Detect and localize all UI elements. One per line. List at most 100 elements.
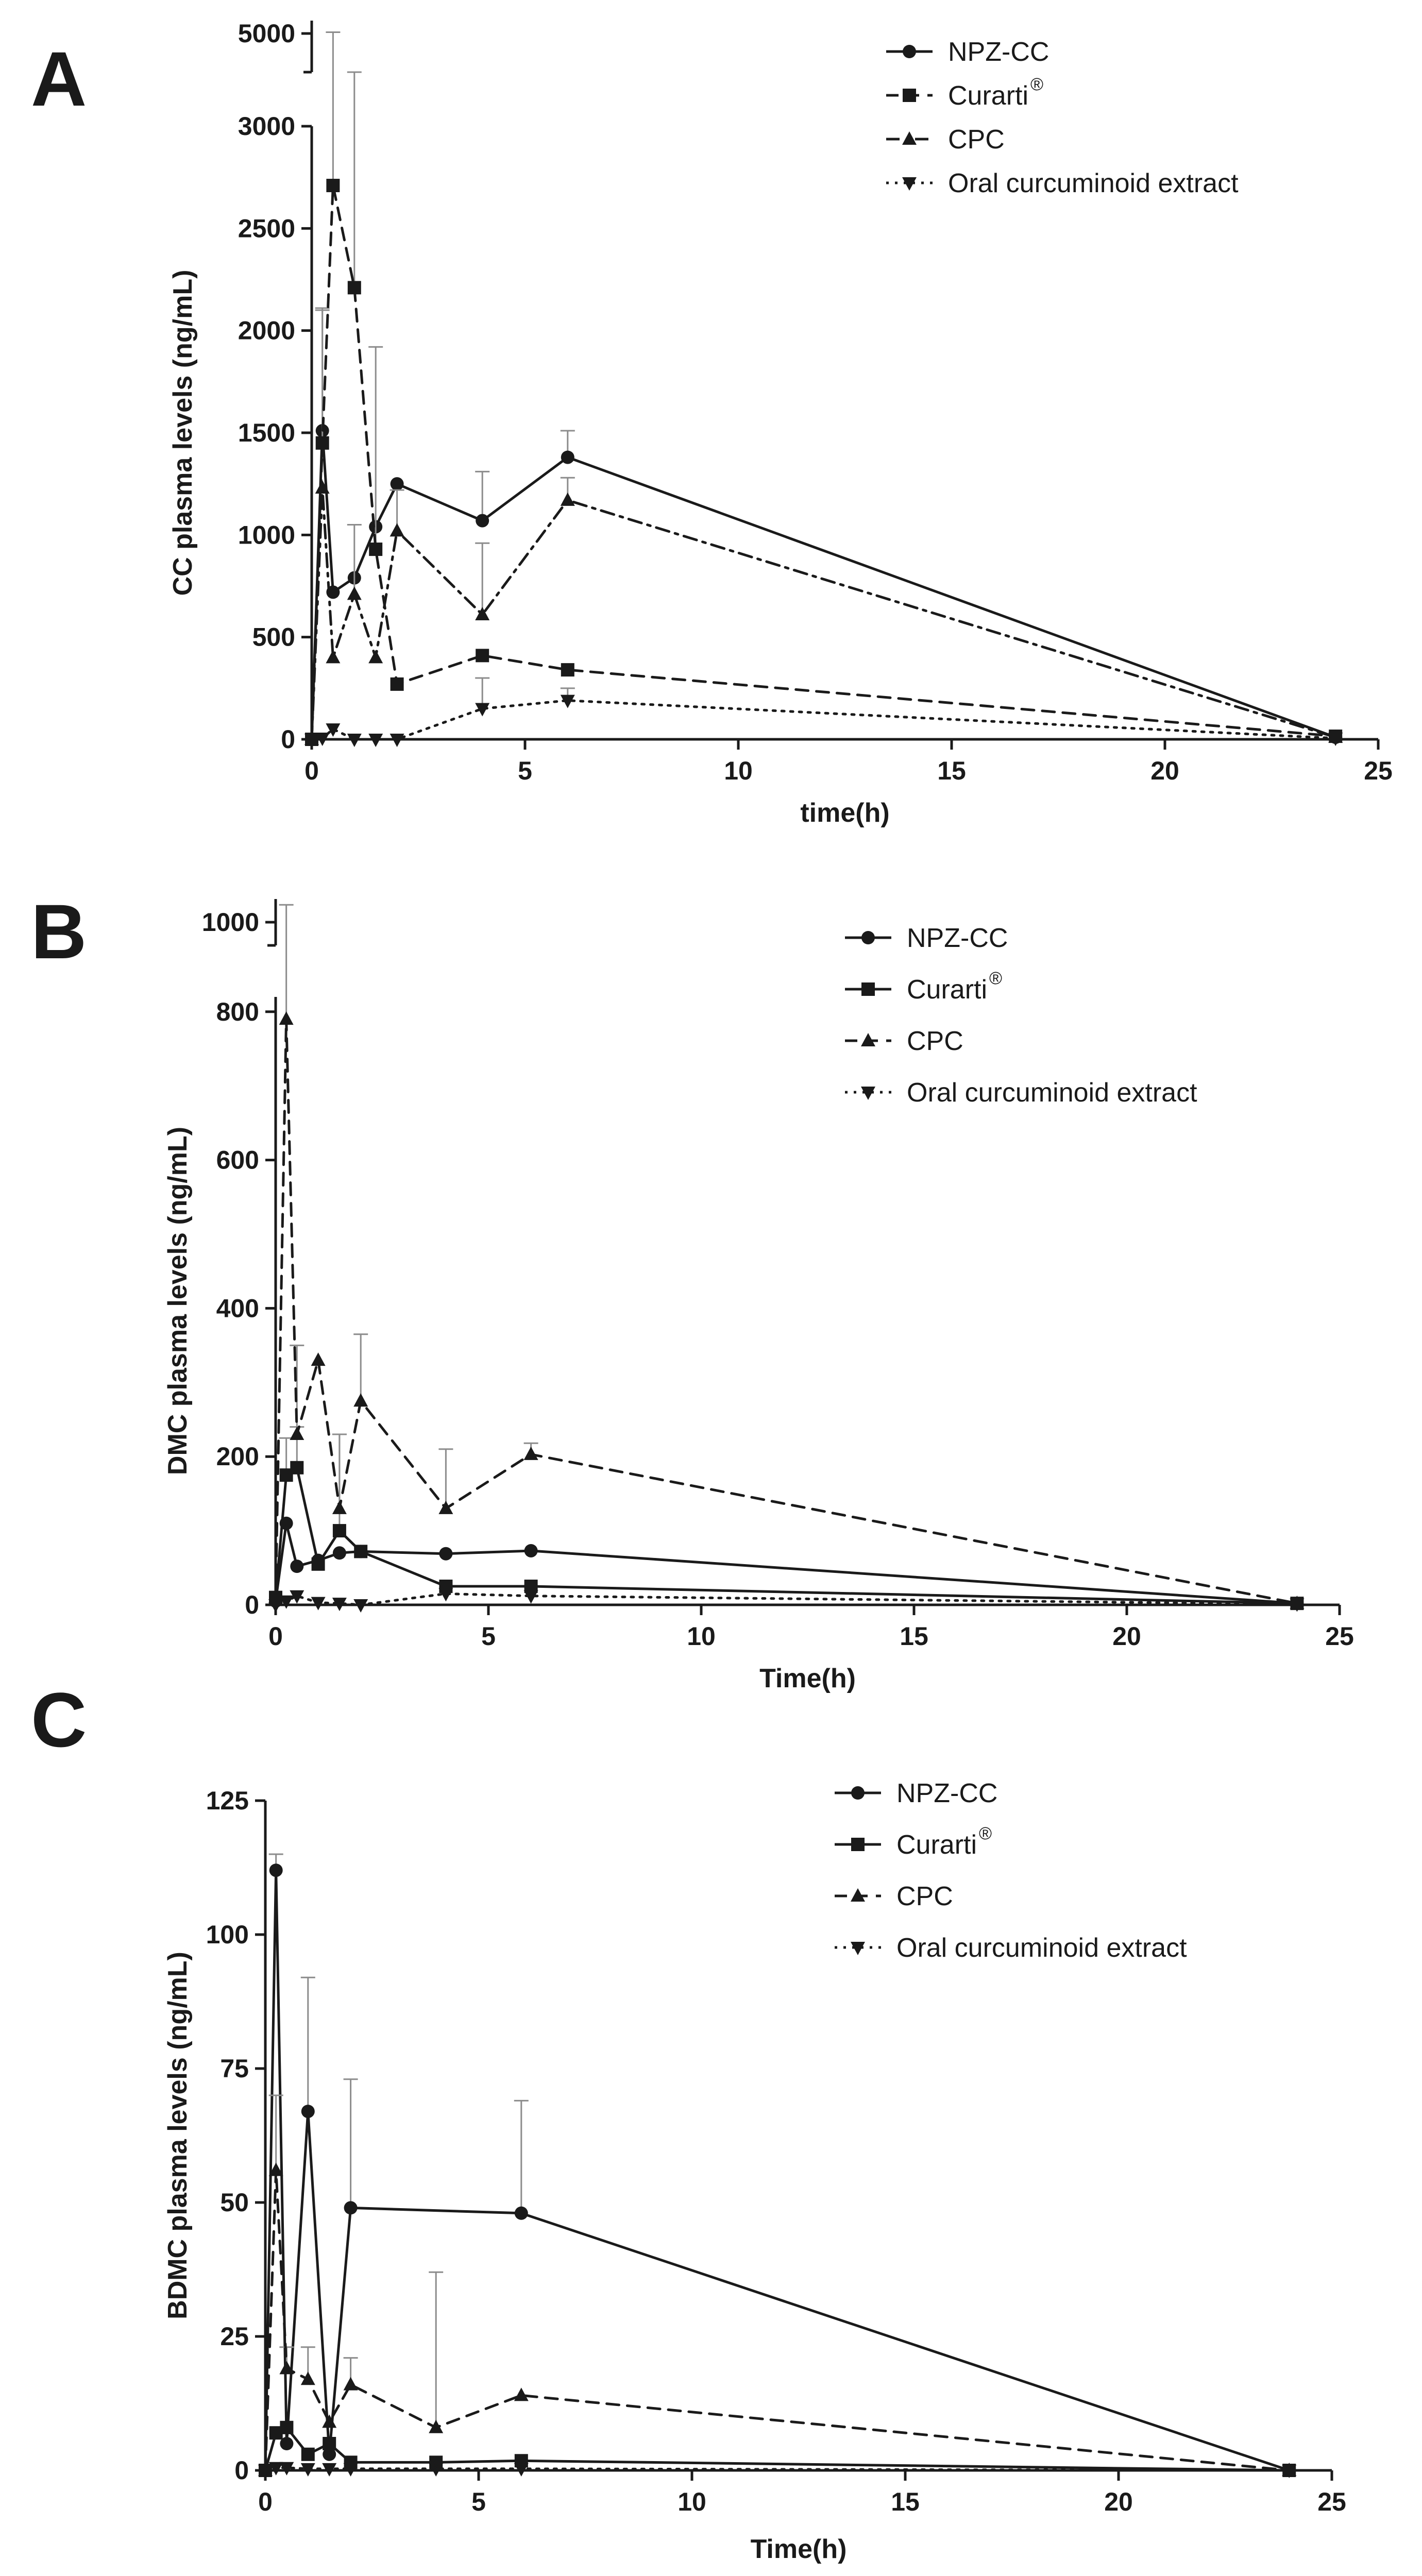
data-point bbox=[390, 477, 404, 491]
series-line bbox=[274, 1592, 1298, 1606]
legend-marker bbox=[861, 1087, 875, 1100]
x-tick-label: 20 bbox=[1150, 756, 1179, 785]
data-point bbox=[429, 2463, 444, 2477]
series-4 bbox=[268, 1588, 1305, 1613]
data-point bbox=[279, 2462, 294, 2476]
data-point bbox=[290, 1590, 304, 1604]
registered-mark: ® bbox=[979, 1824, 992, 1843]
data-point bbox=[300, 2463, 315, 2477]
legend-label: Curarti bbox=[907, 975, 987, 1005]
panel-a-chart: A 0 500 1000 1500 2000 2500 3000 5000 0 5 10 15 20 25 t… bbox=[31, 19, 1393, 828]
data-point bbox=[301, 2105, 315, 2119]
y-tick-label: 400 bbox=[216, 1294, 259, 1323]
data-point bbox=[322, 2463, 337, 2477]
series-4 bbox=[304, 677, 1343, 747]
y-tick-label: 2500 bbox=[238, 214, 295, 243]
panel-letter: C bbox=[31, 1676, 87, 1763]
data-point bbox=[300, 2371, 315, 2385]
legend-label: CPC bbox=[907, 1026, 963, 1056]
data-point bbox=[332, 1598, 347, 1612]
legend-label: Oral curcuminoid extract bbox=[896, 1933, 1187, 1963]
x-tick-label: 10 bbox=[687, 1622, 716, 1651]
data-point bbox=[390, 734, 404, 747]
registered-mark: ® bbox=[989, 969, 1002, 988]
series-3 bbox=[304, 477, 1343, 745]
data-point bbox=[561, 663, 574, 677]
x-tick-label: 5 bbox=[471, 2487, 486, 2516]
legend-marker bbox=[903, 89, 916, 102]
legend-label: Oral curcuminoid extract bbox=[948, 168, 1239, 198]
data-point bbox=[1282, 2465, 1297, 2478]
data-point bbox=[323, 2437, 336, 2450]
legend-marker bbox=[851, 1838, 865, 1851]
data-point bbox=[560, 492, 575, 506]
legend-marker bbox=[861, 982, 875, 996]
panel-letter: A bbox=[31, 36, 87, 122]
legend-marker bbox=[902, 131, 917, 145]
data-point bbox=[438, 1500, 453, 1514]
y-tick-label: 3000 bbox=[238, 112, 295, 141]
series-line bbox=[264, 2169, 1291, 2472]
x-tick-label: 15 bbox=[937, 756, 966, 785]
legend-entry: Oral curcuminoid extract bbox=[886, 168, 1239, 198]
data-point bbox=[354, 1545, 368, 1558]
panel-b-chart: B 0 200 400 600 800 1000 0 5 10 15 20 25 Time(h) DMC p… bbox=[31, 888, 1354, 1693]
data-point bbox=[347, 734, 362, 747]
x-tick-label: 0 bbox=[268, 1622, 283, 1651]
y-tick-label: 5000 bbox=[238, 19, 295, 48]
data-point bbox=[344, 2201, 358, 2215]
series-line bbox=[310, 184, 1337, 741]
legend-entry: Curarti ® bbox=[845, 969, 1002, 1005]
legend-label: NPZ-CC bbox=[896, 1778, 997, 1808]
y-axis-title: BDMC plasma levels (ng/mL) bbox=[163, 1952, 193, 2319]
data-point bbox=[268, 2162, 283, 2176]
data-point bbox=[514, 2206, 528, 2220]
data-point bbox=[368, 734, 383, 747]
series-4 bbox=[258, 2462, 1297, 2478]
y-tick-label: 1000 bbox=[202, 908, 259, 937]
data-point bbox=[476, 649, 489, 663]
x-tick-label: 10 bbox=[678, 2487, 706, 2516]
legend-entry: Curarti ® bbox=[886, 75, 1043, 111]
y-tick-label: 1000 bbox=[238, 520, 295, 549]
data-point bbox=[311, 1352, 326, 1366]
data-point bbox=[476, 514, 489, 528]
data-point bbox=[315, 480, 330, 494]
registered-mark: ® bbox=[1030, 75, 1043, 94]
data-point bbox=[523, 1446, 538, 1460]
x-tick-label: 15 bbox=[900, 1622, 928, 1651]
legend-label: Oral curcuminoid extract bbox=[907, 1078, 1197, 1108]
x-tick-label: 0 bbox=[304, 756, 319, 785]
legend-marker bbox=[851, 1942, 865, 1955]
data-point bbox=[268, 1599, 283, 1613]
legend-entry: Oral curcuminoid extract bbox=[835, 1933, 1187, 1963]
data-point bbox=[514, 2387, 529, 2401]
data-point bbox=[323, 2447, 336, 2461]
data-point bbox=[343, 2463, 358, 2477]
y-tick-label: 200 bbox=[216, 1442, 259, 1471]
data-point bbox=[311, 1557, 325, 1571]
data-point bbox=[1328, 733, 1343, 747]
data-point bbox=[560, 694, 575, 708]
data-point bbox=[475, 703, 490, 717]
data-point bbox=[301, 2447, 315, 2461]
x-tick-label: 5 bbox=[481, 1622, 496, 1651]
x-tick-label: 25 bbox=[1364, 756, 1393, 785]
data-point bbox=[390, 677, 404, 691]
legend-entry: Curarti ® bbox=[835, 1824, 992, 1860]
panel-c-chart: C 0 25 50 75 100 125 0 5 10 15 20 25 Time(h) BDMC plas… bbox=[31, 1676, 1346, 2564]
x-tick-label: 0 bbox=[258, 2487, 273, 2516]
y-axis-title: DMC plasma levels (ng/mL) bbox=[163, 1127, 193, 1475]
legend-marker bbox=[851, 1786, 865, 1800]
x-tick-label: 20 bbox=[1104, 2487, 1133, 2516]
data-point bbox=[514, 2463, 529, 2477]
legend-label: Curarti bbox=[896, 1830, 977, 1860]
x-tick-label: 5 bbox=[518, 756, 532, 785]
data-point bbox=[1290, 1598, 1305, 1612]
data-point bbox=[475, 607, 490, 621]
x-axis-title: Time(h) bbox=[759, 1664, 856, 1693]
data-point bbox=[390, 523, 404, 537]
y-tick-label: 0 bbox=[245, 1590, 259, 1619]
data-point bbox=[353, 1393, 368, 1407]
legend-label: NPZ-CC bbox=[907, 923, 1008, 953]
